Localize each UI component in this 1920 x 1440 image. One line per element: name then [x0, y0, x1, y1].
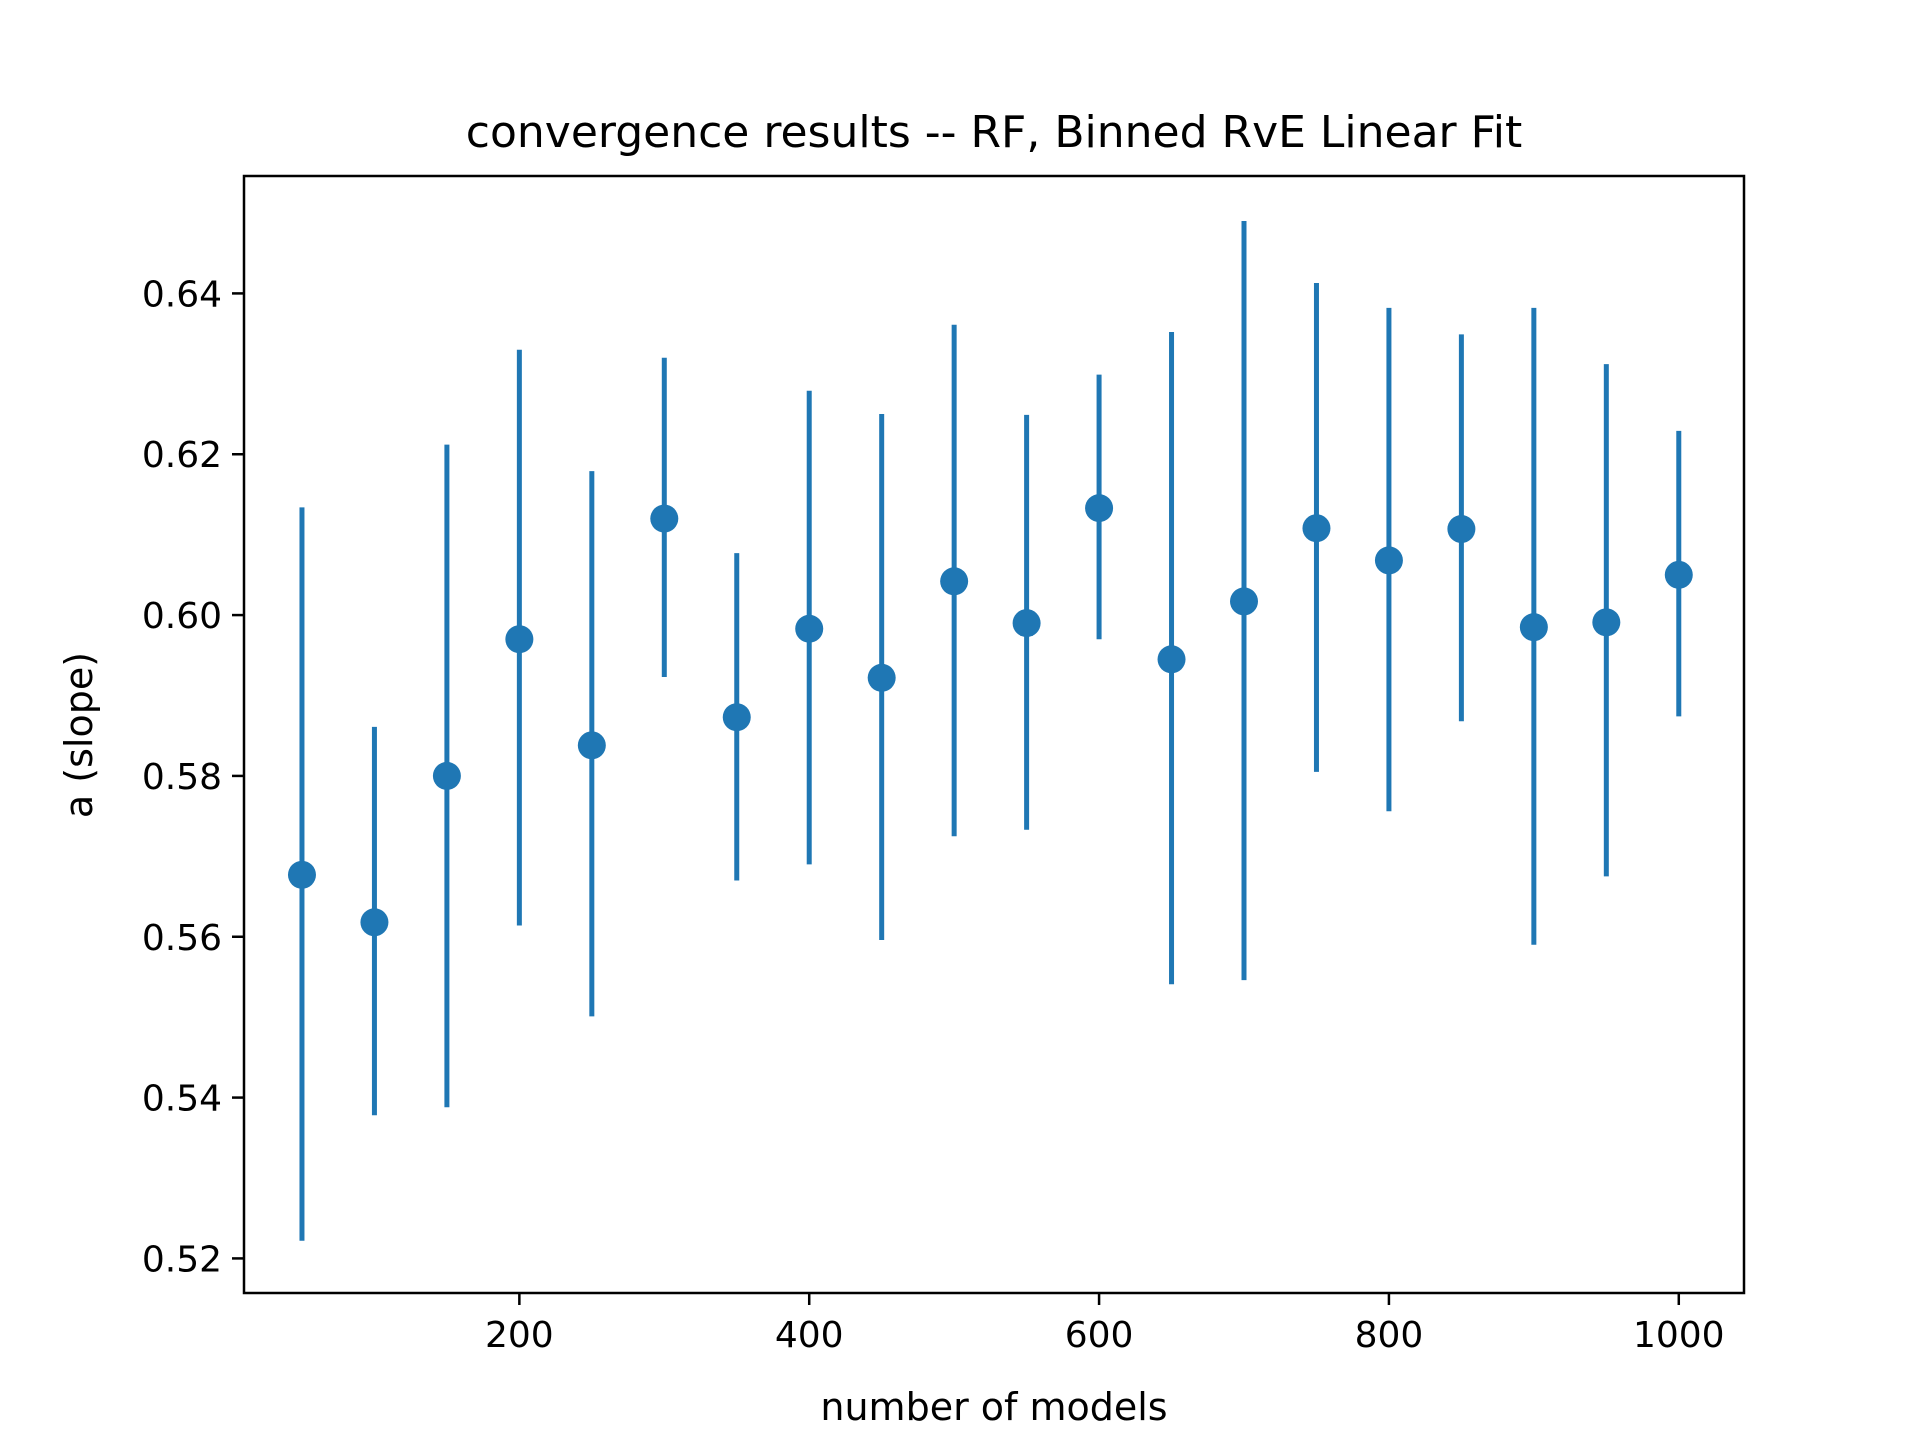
x-tick-label: 1000 [1633, 1315, 1725, 1356]
x-axis-label: number of models [820, 1385, 1167, 1429]
data-point [1302, 514, 1331, 543]
x-tick-label: 200 [485, 1315, 554, 1356]
y-tick-label: 0.52 [142, 1239, 222, 1280]
y-tick-label: 0.56 [142, 918, 222, 959]
data-point [722, 703, 751, 732]
y-tick-label: 0.54 [142, 1079, 222, 1120]
x-tick-label: 600 [1065, 1315, 1134, 1356]
data-point [795, 614, 824, 643]
y-tick-label: 0.58 [142, 757, 222, 798]
y-axis-label: a (slope) [57, 652, 101, 818]
y-tick-label: 0.62 [142, 435, 222, 476]
data-point [650, 504, 679, 533]
data-point [1664, 560, 1693, 589]
data-point [505, 625, 534, 654]
data-point [1085, 494, 1114, 523]
data-point [432, 761, 461, 790]
data-point [287, 860, 316, 889]
data-point [1447, 515, 1476, 544]
data-point [867, 663, 896, 692]
data-point [1012, 609, 1041, 638]
x-tick-label: 400 [775, 1315, 844, 1356]
data-point [1592, 608, 1621, 637]
data-point [1157, 645, 1186, 674]
chart-axes: 200 400 600 800 1000 0.52 0.54 0.56 0.58 0.60 0.62… [142, 174, 1746, 1356]
data-point [1230, 587, 1258, 616]
plot-frame [242, 174, 1746, 1295]
data-point [940, 567, 969, 596]
data-point [1374, 546, 1403, 575]
x-tick-label: 800 [1355, 1315, 1424, 1356]
data-point [1519, 613, 1548, 642]
y-tick-label: 0.64 [142, 274, 222, 315]
data-point [360, 908, 389, 937]
chart-title: convergence results -- RF, Binned RvE Li… [466, 107, 1522, 158]
chart-marks [287, 221, 1693, 1241]
data-point [577, 731, 606, 760]
y-tick-label: 0.60 [142, 596, 222, 637]
